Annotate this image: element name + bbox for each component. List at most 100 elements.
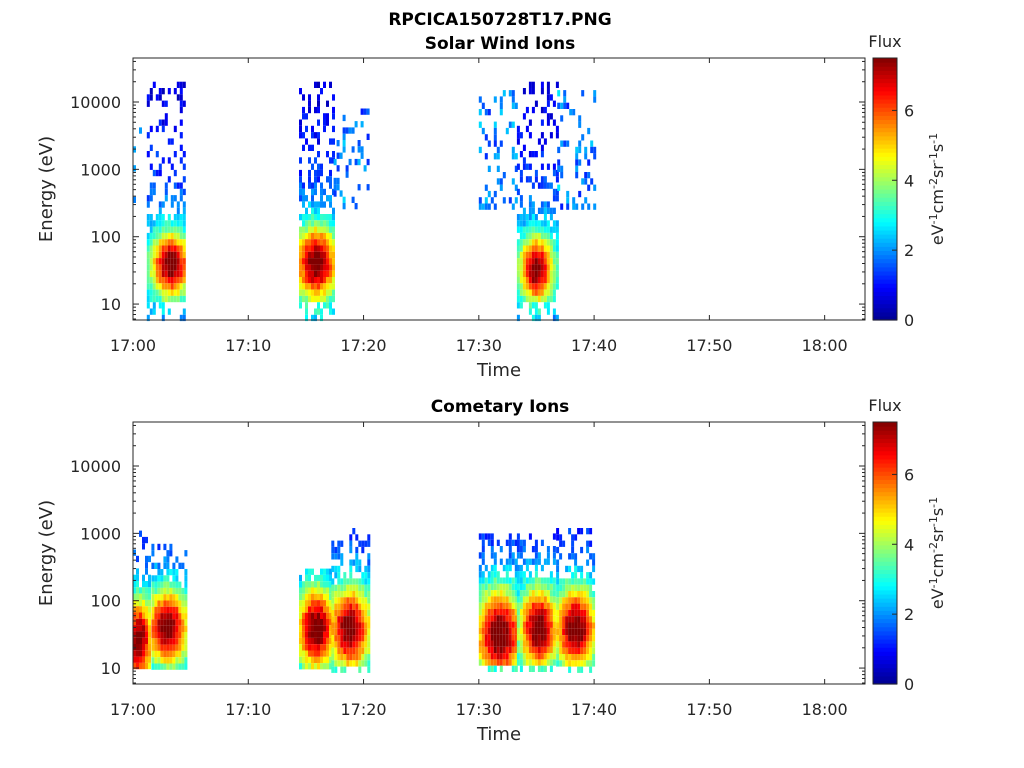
heatmap-cell: [343, 591, 347, 598]
heatmap-cell: [181, 663, 185, 670]
heatmap-cell: [352, 641, 356, 648]
heatmap-cell: [176, 81, 180, 88]
heatmap-cell: [169, 569, 173, 576]
heatmap-cell: [317, 650, 320, 657]
heatmap-cell: [516, 270, 520, 277]
heatmap-cell: [543, 646, 547, 654]
heatmap-cell: [552, 596, 556, 603]
heatmap-cell: [149, 277, 153, 284]
heatmap-cell: [357, 146, 361, 153]
heatmap-cell: [484, 153, 488, 160]
heatmap-cell: [358, 654, 362, 661]
heatmap-cell: [592, 654, 596, 661]
heatmap-cell: [320, 88, 323, 95]
heatmap-cell: [161, 239, 165, 246]
heatmap-cell: [314, 625, 317, 632]
heatmap-cell: [323, 81, 326, 88]
heatmap-cell: [560, 165, 564, 172]
heatmap-cell: [308, 106, 311, 114]
colorbar-swatch: [873, 614, 897, 620]
heatmap-cell: [142, 625, 145, 632]
heatmap-cell: [305, 270, 308, 277]
heatmap-cell: [142, 574, 145, 581]
heatmap-cell: [514, 627, 518, 635]
heatmap-cell: [175, 594, 179, 601]
heatmap-cell: [170, 251, 174, 259]
heatmap-cell: [329, 277, 332, 284]
heatmap-cell: [577, 591, 581, 598]
heatmap-cell: [145, 612, 148, 619]
heatmap-cell: [340, 654, 344, 661]
heatmap-cell: [320, 214, 323, 221]
heatmap-cell: [490, 583, 494, 591]
heatmap-cell: [516, 539, 520, 546]
heatmap-cell: [543, 277, 547, 284]
heatmap-cell: [149, 232, 153, 240]
heatmap-cell: [499, 577, 503, 584]
heatmap-cell: [580, 641, 584, 648]
heatmap-cell: [583, 628, 587, 636]
heatmap-cell: [308, 182, 311, 189]
heatmap-cell: [329, 308, 332, 315]
heatmap-cell: [493, 552, 497, 559]
heatmap-cell: [334, 572, 338, 579]
heatmap-cell: [511, 153, 515, 160]
heatmap-cell: [329, 289, 332, 296]
heatmap-cell: [299, 612, 302, 619]
heatmap-cell: [343, 616, 347, 623]
heatmap-cell: [546, 615, 550, 622]
heatmap-cell: [590, 140, 594, 147]
heatmap-cell: [320, 220, 323, 227]
heatmap-cell: [329, 232, 332, 240]
heatmap-cell: [531, 653, 535, 660]
heatmap-cell: [349, 654, 353, 661]
heatmap-cell: [305, 631, 308, 638]
colorbar-swatch: [873, 507, 897, 513]
heatmap-cell: [139, 631, 142, 638]
heatmap-cell: [552, 119, 556, 126]
heatmap-cell: [151, 606, 155, 614]
heatmap-cell: [514, 153, 518, 160]
heatmap-cell: [182, 289, 186, 296]
heatmap-cell: [299, 270, 302, 277]
heatmap-cell: [172, 575, 176, 582]
heatmap-cell: [329, 650, 332, 657]
heatmap-cell: [543, 602, 547, 609]
heatmap-cell: [493, 609, 497, 616]
heatmap-cell: [519, 564, 523, 572]
heatmap-cell: [531, 590, 535, 597]
heatmap-cell: [299, 251, 302, 259]
heatmap-cell: [346, 641, 350, 648]
heatmap-cell: [164, 295, 168, 303]
heatmap-cell: [571, 584, 575, 591]
heatmap-cell: [176, 232, 180, 240]
heatmap-cell: [552, 602, 556, 609]
heatmap-cell: [574, 647, 578, 654]
heatmap-cell: [552, 277, 556, 284]
heatmap-cell: [355, 559, 359, 566]
heatmap-cell: [175, 569, 179, 576]
heatmap-cell: [146, 201, 150, 208]
heatmap-cell: [302, 289, 305, 296]
heatmap-cell: [531, 577, 535, 584]
heatmap-cell: [543, 558, 547, 565]
heatmap-cell: [566, 102, 570, 109]
heatmap-cell: [514, 184, 518, 191]
heatmap-cell: [305, 593, 308, 601]
y-tick-label: 10: [101, 659, 121, 678]
heatmap-cell: [528, 132, 532, 139]
heatmap-cell: [299, 157, 302, 164]
heatmap-cell: [314, 593, 317, 601]
heatmap-cell: [340, 584, 344, 591]
heatmap-cell: [181, 600, 185, 607]
heatmap-cell: [158, 119, 162, 126]
heatmap-cell: [340, 647, 344, 654]
colorbar-swatch: [873, 585, 897, 591]
heatmap-cell: [366, 184, 370, 191]
heatmap-cell: [332, 188, 335, 196]
heatmap-cell: [182, 207, 186, 214]
heatmap-cell: [155, 151, 159, 158]
heatmap-cell: [358, 609, 362, 617]
heatmap-cell: [525, 577, 529, 584]
heatmap-cell: [311, 188, 314, 196]
